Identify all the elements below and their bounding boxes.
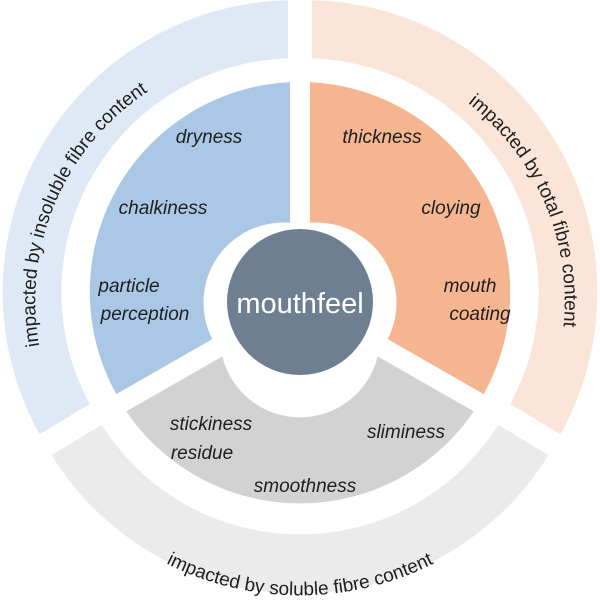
term-dryness: dryness xyxy=(176,127,243,148)
center-label: mouthfeel xyxy=(236,288,363,320)
center-circle xyxy=(227,229,373,375)
sector-insoluble xyxy=(89,82,291,395)
term-residue: residue xyxy=(171,443,233,464)
outer-ring-total xyxy=(312,0,598,435)
term-smoothness: smoothness xyxy=(254,476,357,497)
outer-ring-soluble xyxy=(51,424,549,594)
sector-total xyxy=(310,82,511,395)
term-particle: particle xyxy=(97,276,159,297)
outer-ring-insoluble xyxy=(2,0,288,435)
term-thickness: thickness xyxy=(342,127,422,148)
term-stickiness: stickiness xyxy=(170,414,253,435)
sector-soluble xyxy=(126,356,474,504)
term-perception: perception xyxy=(100,304,190,325)
term-coating: coating xyxy=(449,304,511,325)
term-mouth: mouth xyxy=(444,276,497,297)
term-cloying: cloying xyxy=(421,198,481,219)
term-chalkiness: chalkiness xyxy=(119,198,208,219)
term-sliminess: sliminess xyxy=(367,422,446,443)
